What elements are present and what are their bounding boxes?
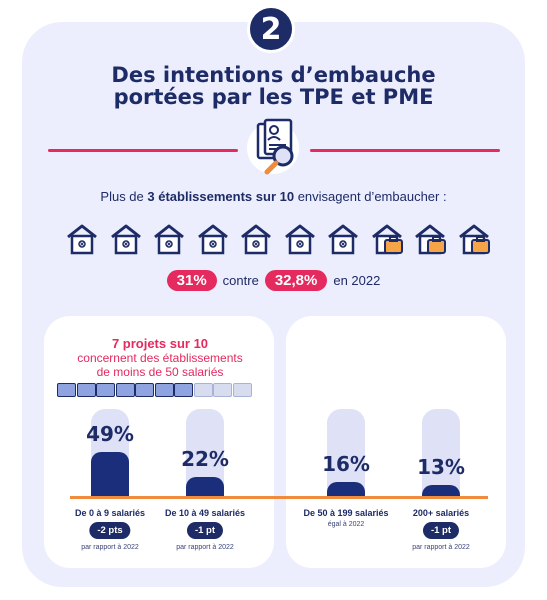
bar	[91, 451, 129, 497]
projects-line-2: concernent des établissements	[77, 351, 243, 365]
bar-track	[422, 409, 460, 497]
house-briefcase-icon	[370, 222, 404, 256]
projects-icon-row	[57, 383, 257, 397]
project-icon-filled	[76, 383, 96, 397]
house-icon	[239, 222, 273, 256]
bar	[186, 476, 224, 497]
house-icon	[326, 222, 360, 256]
change-badge: -1 pt	[422, 522, 460, 539]
project-icon-empty	[193, 383, 213, 397]
projects-callout: 7 projets sur 10 concernent des établiss…	[40, 336, 280, 380]
panel-large-companies	[286, 316, 506, 568]
comparison-note: par rapport à 2022	[176, 544, 234, 551]
project-icon-filled	[154, 383, 174, 397]
category-label: 200+ salariés	[412, 508, 470, 518]
category-label: De 10 à 49 salariés	[164, 508, 246, 518]
bar	[422, 485, 460, 497]
comparison-year: en 2022	[333, 273, 381, 288]
panel-small-companies	[44, 316, 274, 568]
bar-value-label: 49%	[86, 421, 134, 446]
project-icon-filled	[135, 383, 154, 397]
bar-value-label: 16%	[322, 452, 370, 477]
project-icon-filled	[115, 383, 135, 397]
category-label: De 0 à 9 salariés	[74, 508, 146, 518]
house-icon	[283, 222, 317, 256]
project-icon-filled	[96, 383, 115, 397]
title-line-1: Des intentions d’embauche	[111, 63, 436, 87]
change-badge: -2 pts	[89, 522, 131, 539]
house-briefcase-icon	[413, 222, 447, 256]
previous-rate-pill: 32,8%	[264, 270, 328, 291]
divider-right	[310, 149, 500, 152]
lead-bold: 3 établissements sur 10	[147, 189, 295, 204]
house-icon	[196, 222, 230, 256]
project-icon-filled	[57, 383, 76, 397]
category-label: De 50 à 199 salariés	[303, 508, 389, 518]
projects-line-3: de moins de 50 salariés	[96, 365, 224, 379]
documents-magnifier-icon	[247, 118, 299, 175]
lead-post: envisagent d’embaucher :	[294, 189, 447, 204]
comparison-note: par rapport à 2022	[412, 544, 470, 551]
projects-headline: 7 projets sur 10	[111, 336, 209, 351]
house-icon	[65, 222, 99, 256]
page-title: Des intentions d’embauche portées par le…	[0, 64, 547, 108]
lead-pre: Plus de	[100, 189, 148, 204]
bar-value-label: 13%	[417, 455, 465, 480]
comparison-note: égal à 2022	[327, 521, 365, 528]
comparison-note: par rapport à 2022	[81, 544, 139, 551]
stat-comparison: 31% contre 32,8% en 2022	[0, 270, 547, 291]
comparison-word: contre	[222, 273, 259, 288]
chart-baseline	[70, 496, 488, 499]
bar	[327, 482, 365, 497]
title-line-2: portées par les TPE et PME	[113, 85, 434, 109]
project-icon-filled	[174, 383, 193, 397]
lead-text: Plus de 3 établissements sur 10 envisage…	[0, 189, 547, 204]
establishments-icon-row	[65, 222, 495, 258]
section-number-badge: 2	[247, 5, 295, 53]
house-briefcase-icon	[457, 222, 491, 256]
house-icon	[152, 222, 186, 256]
house-icon	[109, 222, 143, 256]
divider-left	[48, 149, 238, 152]
current-rate-pill: 31%	[166, 270, 217, 291]
project-icon-empty	[213, 383, 232, 397]
bar-value-label: 22%	[181, 446, 229, 471]
change-badge: -1 pt	[186, 522, 224, 539]
project-icon-empty	[232, 383, 252, 397]
